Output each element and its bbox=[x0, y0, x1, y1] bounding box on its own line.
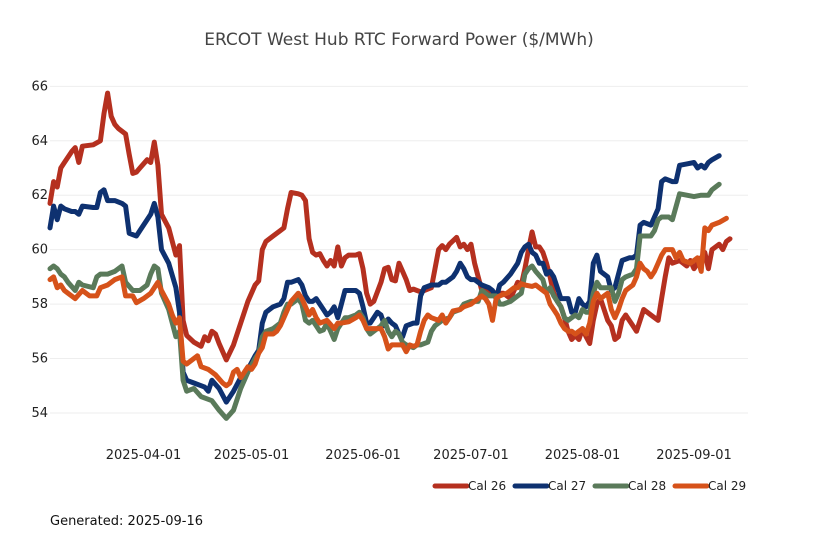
series-line-cal-27 bbox=[47, 153, 722, 405]
series-line-cal-26 bbox=[47, 90, 733, 363]
y-axis-ticks: 54 56 58 60 62 64 66 bbox=[31, 79, 48, 421]
x-tick-label: 2025-07-01 bbox=[433, 448, 509, 463]
series-line-cal-28 bbox=[47, 181, 722, 421]
legend-label: Cal 26 bbox=[468, 479, 506, 493]
x-axis-ticks: 2025-04-01 2025-05-01 2025-06-01 2025-07-01… bbox=[106, 448, 732, 463]
chart-title: ERCOT West Hub RTC Forward Power ($/MWh) bbox=[204, 30, 594, 50]
gridlines bbox=[50, 85, 748, 414]
series-line-cal-29 bbox=[47, 215, 729, 389]
y-tick-label: 58 bbox=[31, 297, 48, 312]
legend-label: Cal 28 bbox=[628, 479, 666, 493]
x-tick-label: 2025-08-01 bbox=[545, 448, 621, 463]
y-tick-label: 66 bbox=[31, 79, 48, 94]
legend-label: Cal 27 bbox=[548, 479, 586, 493]
y-tick-label: 56 bbox=[31, 352, 48, 367]
legend-label: Cal 29 bbox=[708, 479, 746, 493]
legend: Cal 26 Cal 27 Cal 28 Cal 29 bbox=[432, 479, 746, 493]
series-lines bbox=[47, 90, 733, 421]
x-tick-label: 2025-05-01 bbox=[214, 448, 290, 463]
x-tick-label: 2025-06-01 bbox=[325, 448, 401, 463]
generated-date: Generated: 2025-09-16 bbox=[50, 514, 203, 529]
y-tick-label: 60 bbox=[31, 243, 48, 258]
x-tick-label: 2025-09-01 bbox=[656, 448, 732, 463]
y-tick-label: 62 bbox=[31, 188, 48, 203]
y-tick-label: 54 bbox=[31, 406, 48, 421]
y-tick-label: 64 bbox=[31, 134, 48, 149]
x-tick-label: 2025-04-01 bbox=[106, 448, 182, 463]
